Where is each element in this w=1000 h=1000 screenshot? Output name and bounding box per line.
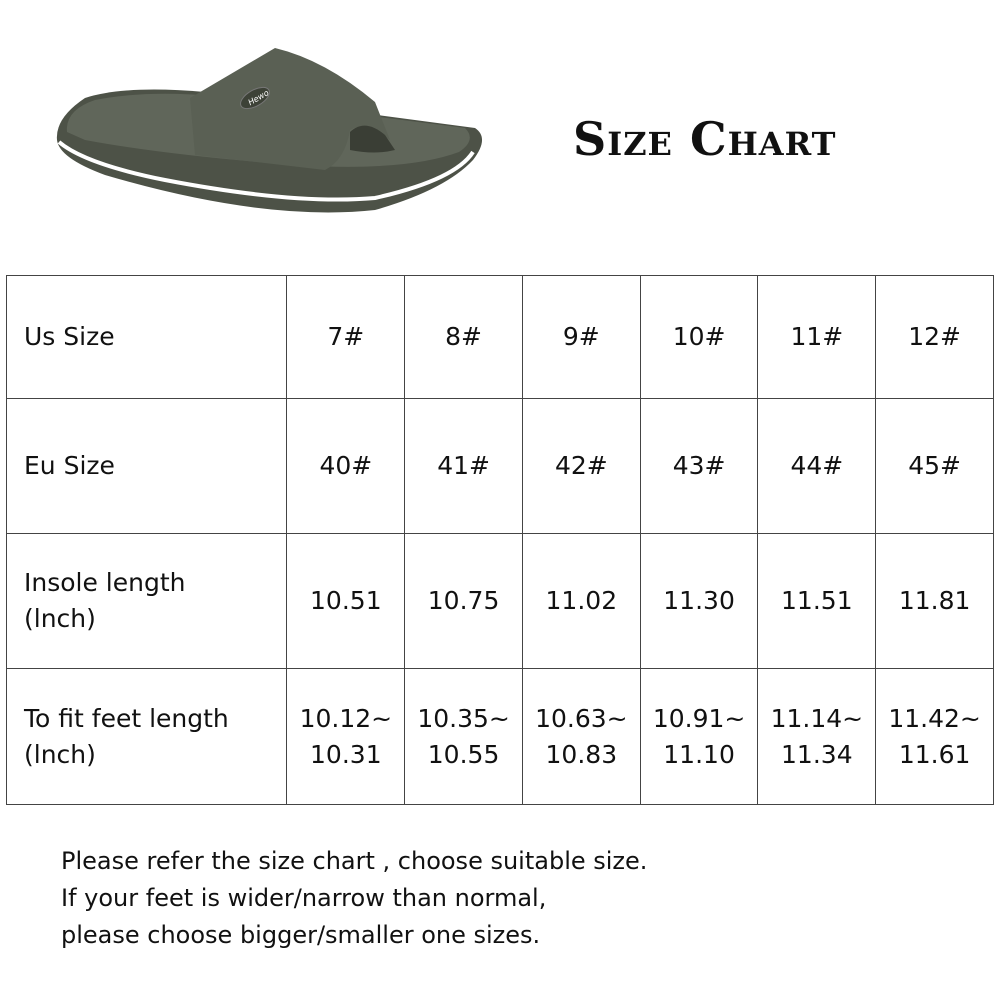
note-line: If your feet is wider/narrow than normal… <box>61 884 547 912</box>
note-line: Please refer the size chart , choose sui… <box>61 847 648 875</box>
table-row-us-size: Us Size 7# 8# 9# 10# 11# 12# <box>5 275 994 399</box>
table-cell: 12# <box>875 275 994 399</box>
range-start: 10.35~ <box>417 703 510 733</box>
size-chart-table: Us Size 7# 8# 9# 10# 11# 12# Eu Size 40#… <box>5 275 994 805</box>
table-cell: 44# <box>757 398 877 534</box>
row-header-line: To fit feet length <box>24 703 229 733</box>
range-end: 10.55 <box>427 739 500 769</box>
table-cell: 10.35~ 10.55 <box>404 668 523 805</box>
table-cell: 10.12~ 10.31 <box>286 668 406 805</box>
table-cell: 41# <box>404 398 523 534</box>
note-line: please choose bigger/smaller one sizes. <box>61 921 541 949</box>
table-cell: 11.02 <box>521 533 641 669</box>
row-header: Eu Size <box>5 398 288 534</box>
table-cell: 11.14~ 11.34 <box>757 668 877 805</box>
row-header: Insole length (lnch) <box>5 533 288 669</box>
table-cell: 10.63~ 10.83 <box>521 668 641 805</box>
range-end: 10.31 <box>310 739 382 769</box>
row-header-unit: (lnch) <box>24 604 96 633</box>
range-end: 10.83 <box>545 739 618 769</box>
row-header: To fit feet length (lnch) <box>5 668 288 805</box>
row-header-unit: (lnch) <box>24 739 96 769</box>
size-notes: Please refer the size chart , choose sui… <box>61 843 647 954</box>
range-end: 11.61 <box>898 739 971 769</box>
table-cell: 10.75 <box>404 533 523 669</box>
table-cell: 42# <box>521 398 641 534</box>
range-start: 10.63~ <box>535 703 628 733</box>
range-start: 10.12~ <box>299 703 393 733</box>
table-cell: 9# <box>521 275 641 399</box>
table-row-eu-size: Eu Size 40# 41# 42# 43# 44# 45# <box>5 398 994 534</box>
table-cell: 45# <box>875 398 994 534</box>
sandal-product-image: Hewo <box>56 48 483 213</box>
table-row-feet-length: To fit feet length (lnch) 10.12~ 10.31 10.… <box>5 668 994 805</box>
table-cell: 40# <box>286 398 406 534</box>
range-end: 11.10 <box>663 739 735 769</box>
table-cell: 11.30 <box>639 533 759 669</box>
range-start: 11.14~ <box>770 703 864 733</box>
table-cell: 8# <box>404 275 523 399</box>
table-cell: 10# <box>639 275 759 399</box>
row-header: Us Size <box>5 275 288 399</box>
table-cell: 43# <box>639 398 759 534</box>
table-cell: 11.51 <box>757 533 877 669</box>
table-cell: 10.51 <box>286 533 406 669</box>
table-cell: 10.91~ 11.10 <box>639 668 759 805</box>
page-title: Size Chart <box>573 112 837 166</box>
table-cell: 7# <box>286 275 406 399</box>
row-header-line: Insole length <box>24 568 186 597</box>
table-cell: 11# <box>757 275 877 399</box>
table-cell: 11.42~ 11.61 <box>875 668 994 805</box>
table-cell: 11.81 <box>875 533 994 669</box>
range-start: 10.91~ <box>652 703 746 733</box>
range-start: 11.42~ <box>888 703 981 733</box>
range-end: 11.34 <box>781 739 853 769</box>
table-row-insole-length: Insole length (lnch) 10.51 10.75 11.02 11… <box>5 533 994 669</box>
